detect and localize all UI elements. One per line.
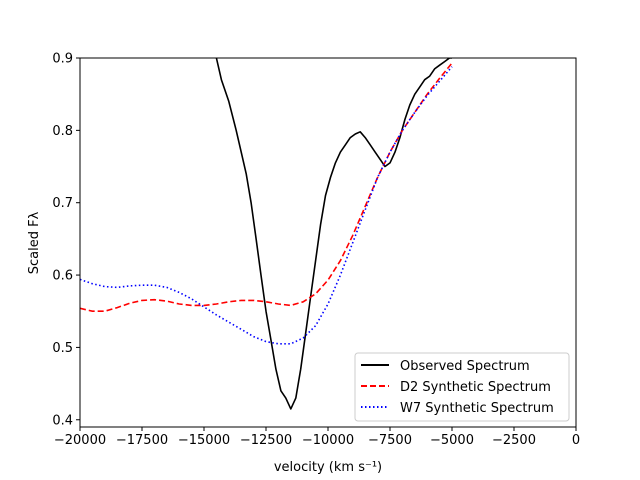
x-tick-label: −10000 xyxy=(302,433,354,448)
y-tick-label: 0.9 xyxy=(52,52,73,67)
x-tick-label: −2500 xyxy=(492,433,536,448)
y-tick-label: 0.5 xyxy=(52,341,73,356)
legend-box xyxy=(354,352,570,422)
x-tick-label: −12500 xyxy=(240,433,292,448)
x-tick-label: −20000 xyxy=(54,433,106,448)
y-tick-label: 0.8 xyxy=(52,124,73,139)
y-tick-label: 0.6 xyxy=(52,269,73,284)
y-axis-label: Scaled Fλ xyxy=(27,211,42,274)
x-tick-label: −7500 xyxy=(368,433,412,448)
y-axis-ticks: 0.4 0.5 0.6 0.7 0.8 0.9 xyxy=(52,52,80,428)
legend-label-d2: D2 Synthetic Spectrum xyxy=(400,380,551,395)
x-tick-label: −5000 xyxy=(430,433,474,448)
x-axis-label: velocity (km s⁻¹) xyxy=(274,460,382,475)
x-tick-label: −15000 xyxy=(178,433,230,448)
series-line-observed-spectrum xyxy=(215,58,452,410)
legend-label-w7: W7 Synthetic Spectrum xyxy=(400,401,554,416)
x-axis-ticks: −20000 −17500 −15000 −12500 −10000 −7500 −5000… xyxy=(54,427,580,448)
x-tick-label: 0 xyxy=(572,433,580,448)
x-tick-label: −17500 xyxy=(116,433,168,448)
legend-label-observed: Observed Spectrum xyxy=(400,359,530,374)
series-layer xyxy=(80,58,453,410)
legend: Observed Spectrum D2 Synthetic Spectrum … xyxy=(354,352,570,422)
y-tick-label: 0.7 xyxy=(52,196,73,211)
y-tick-label: 0.4 xyxy=(52,413,73,428)
series-line-d2-synthetic-spectrum xyxy=(80,62,453,313)
